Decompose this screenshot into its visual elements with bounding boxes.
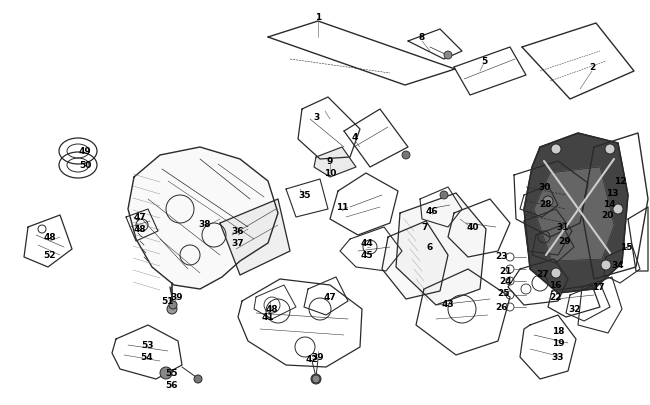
Text: 36: 36 bbox=[232, 227, 244, 236]
Circle shape bbox=[551, 269, 561, 278]
Text: 54: 54 bbox=[140, 353, 153, 362]
Text: 15: 15 bbox=[619, 243, 632, 252]
Text: 18: 18 bbox=[552, 327, 564, 336]
Text: 25: 25 bbox=[498, 289, 510, 298]
Circle shape bbox=[194, 375, 202, 383]
Text: 21: 21 bbox=[500, 267, 512, 276]
Text: 53: 53 bbox=[141, 341, 153, 350]
Text: 48: 48 bbox=[44, 233, 57, 242]
Text: 24: 24 bbox=[500, 277, 512, 286]
Text: 39: 39 bbox=[171, 293, 183, 302]
Text: 1: 1 bbox=[315, 13, 321, 22]
Text: 20: 20 bbox=[601, 211, 613, 220]
Text: 45: 45 bbox=[361, 251, 373, 260]
Text: 55: 55 bbox=[166, 369, 178, 377]
Circle shape bbox=[440, 192, 448, 200]
Text: 39: 39 bbox=[312, 353, 324, 362]
Circle shape bbox=[613, 205, 623, 215]
Text: 27: 27 bbox=[537, 270, 549, 279]
Text: 26: 26 bbox=[496, 303, 508, 312]
Text: 46: 46 bbox=[426, 207, 438, 216]
Text: 41: 41 bbox=[262, 313, 274, 322]
Text: 7: 7 bbox=[422, 223, 428, 232]
Text: 47: 47 bbox=[324, 293, 337, 302]
Text: 56: 56 bbox=[166, 381, 178, 390]
Text: 42: 42 bbox=[306, 355, 318, 364]
Text: 10: 10 bbox=[324, 169, 336, 178]
Circle shape bbox=[444, 52, 452, 60]
Text: 49: 49 bbox=[79, 147, 92, 156]
Text: 50: 50 bbox=[79, 161, 91, 170]
Circle shape bbox=[167, 304, 177, 314]
Text: 13: 13 bbox=[606, 189, 618, 198]
Text: 34: 34 bbox=[612, 261, 624, 270]
Text: 22: 22 bbox=[550, 293, 562, 302]
Polygon shape bbox=[220, 200, 290, 275]
Circle shape bbox=[551, 145, 561, 155]
Text: 3: 3 bbox=[314, 113, 320, 122]
Text: 4: 4 bbox=[352, 133, 358, 142]
Text: 8: 8 bbox=[419, 34, 425, 43]
Text: 48: 48 bbox=[134, 225, 146, 234]
Circle shape bbox=[160, 367, 172, 379]
Text: 43: 43 bbox=[442, 300, 454, 309]
Text: 2: 2 bbox=[589, 63, 595, 72]
Text: 9: 9 bbox=[327, 157, 333, 166]
Text: 5: 5 bbox=[481, 58, 487, 66]
Circle shape bbox=[605, 145, 615, 155]
Polygon shape bbox=[524, 134, 628, 293]
Text: 44: 44 bbox=[361, 239, 373, 248]
Text: 47: 47 bbox=[134, 213, 146, 222]
Text: 37: 37 bbox=[231, 239, 244, 248]
Text: 17: 17 bbox=[592, 283, 604, 292]
Text: 12: 12 bbox=[614, 177, 626, 186]
Text: 38: 38 bbox=[199, 220, 211, 229]
Polygon shape bbox=[382, 222, 448, 299]
Text: 23: 23 bbox=[496, 252, 508, 261]
Text: 14: 14 bbox=[603, 200, 616, 209]
Polygon shape bbox=[534, 168, 614, 261]
Polygon shape bbox=[396, 194, 486, 305]
Text: 40: 40 bbox=[467, 223, 479, 232]
Text: 33: 33 bbox=[552, 353, 564, 362]
Circle shape bbox=[402, 151, 410, 160]
Circle shape bbox=[169, 301, 177, 309]
Text: 19: 19 bbox=[552, 339, 564, 347]
Text: 29: 29 bbox=[559, 237, 571, 246]
Text: 11: 11 bbox=[336, 203, 348, 212]
Polygon shape bbox=[128, 148, 278, 289]
Circle shape bbox=[311, 374, 321, 384]
Text: 28: 28 bbox=[540, 200, 552, 209]
Text: 32: 32 bbox=[569, 305, 581, 314]
Text: 16: 16 bbox=[549, 281, 561, 290]
Polygon shape bbox=[314, 148, 356, 177]
Text: 30: 30 bbox=[539, 183, 551, 192]
Text: 48: 48 bbox=[266, 305, 278, 314]
Text: 31: 31 bbox=[557, 223, 569, 232]
Text: 52: 52 bbox=[44, 251, 57, 260]
Circle shape bbox=[601, 260, 611, 270]
Text: 35: 35 bbox=[299, 191, 311, 200]
Text: 51: 51 bbox=[162, 297, 174, 306]
Text: 6: 6 bbox=[427, 243, 433, 252]
Circle shape bbox=[312, 375, 320, 383]
Circle shape bbox=[543, 196, 553, 207]
